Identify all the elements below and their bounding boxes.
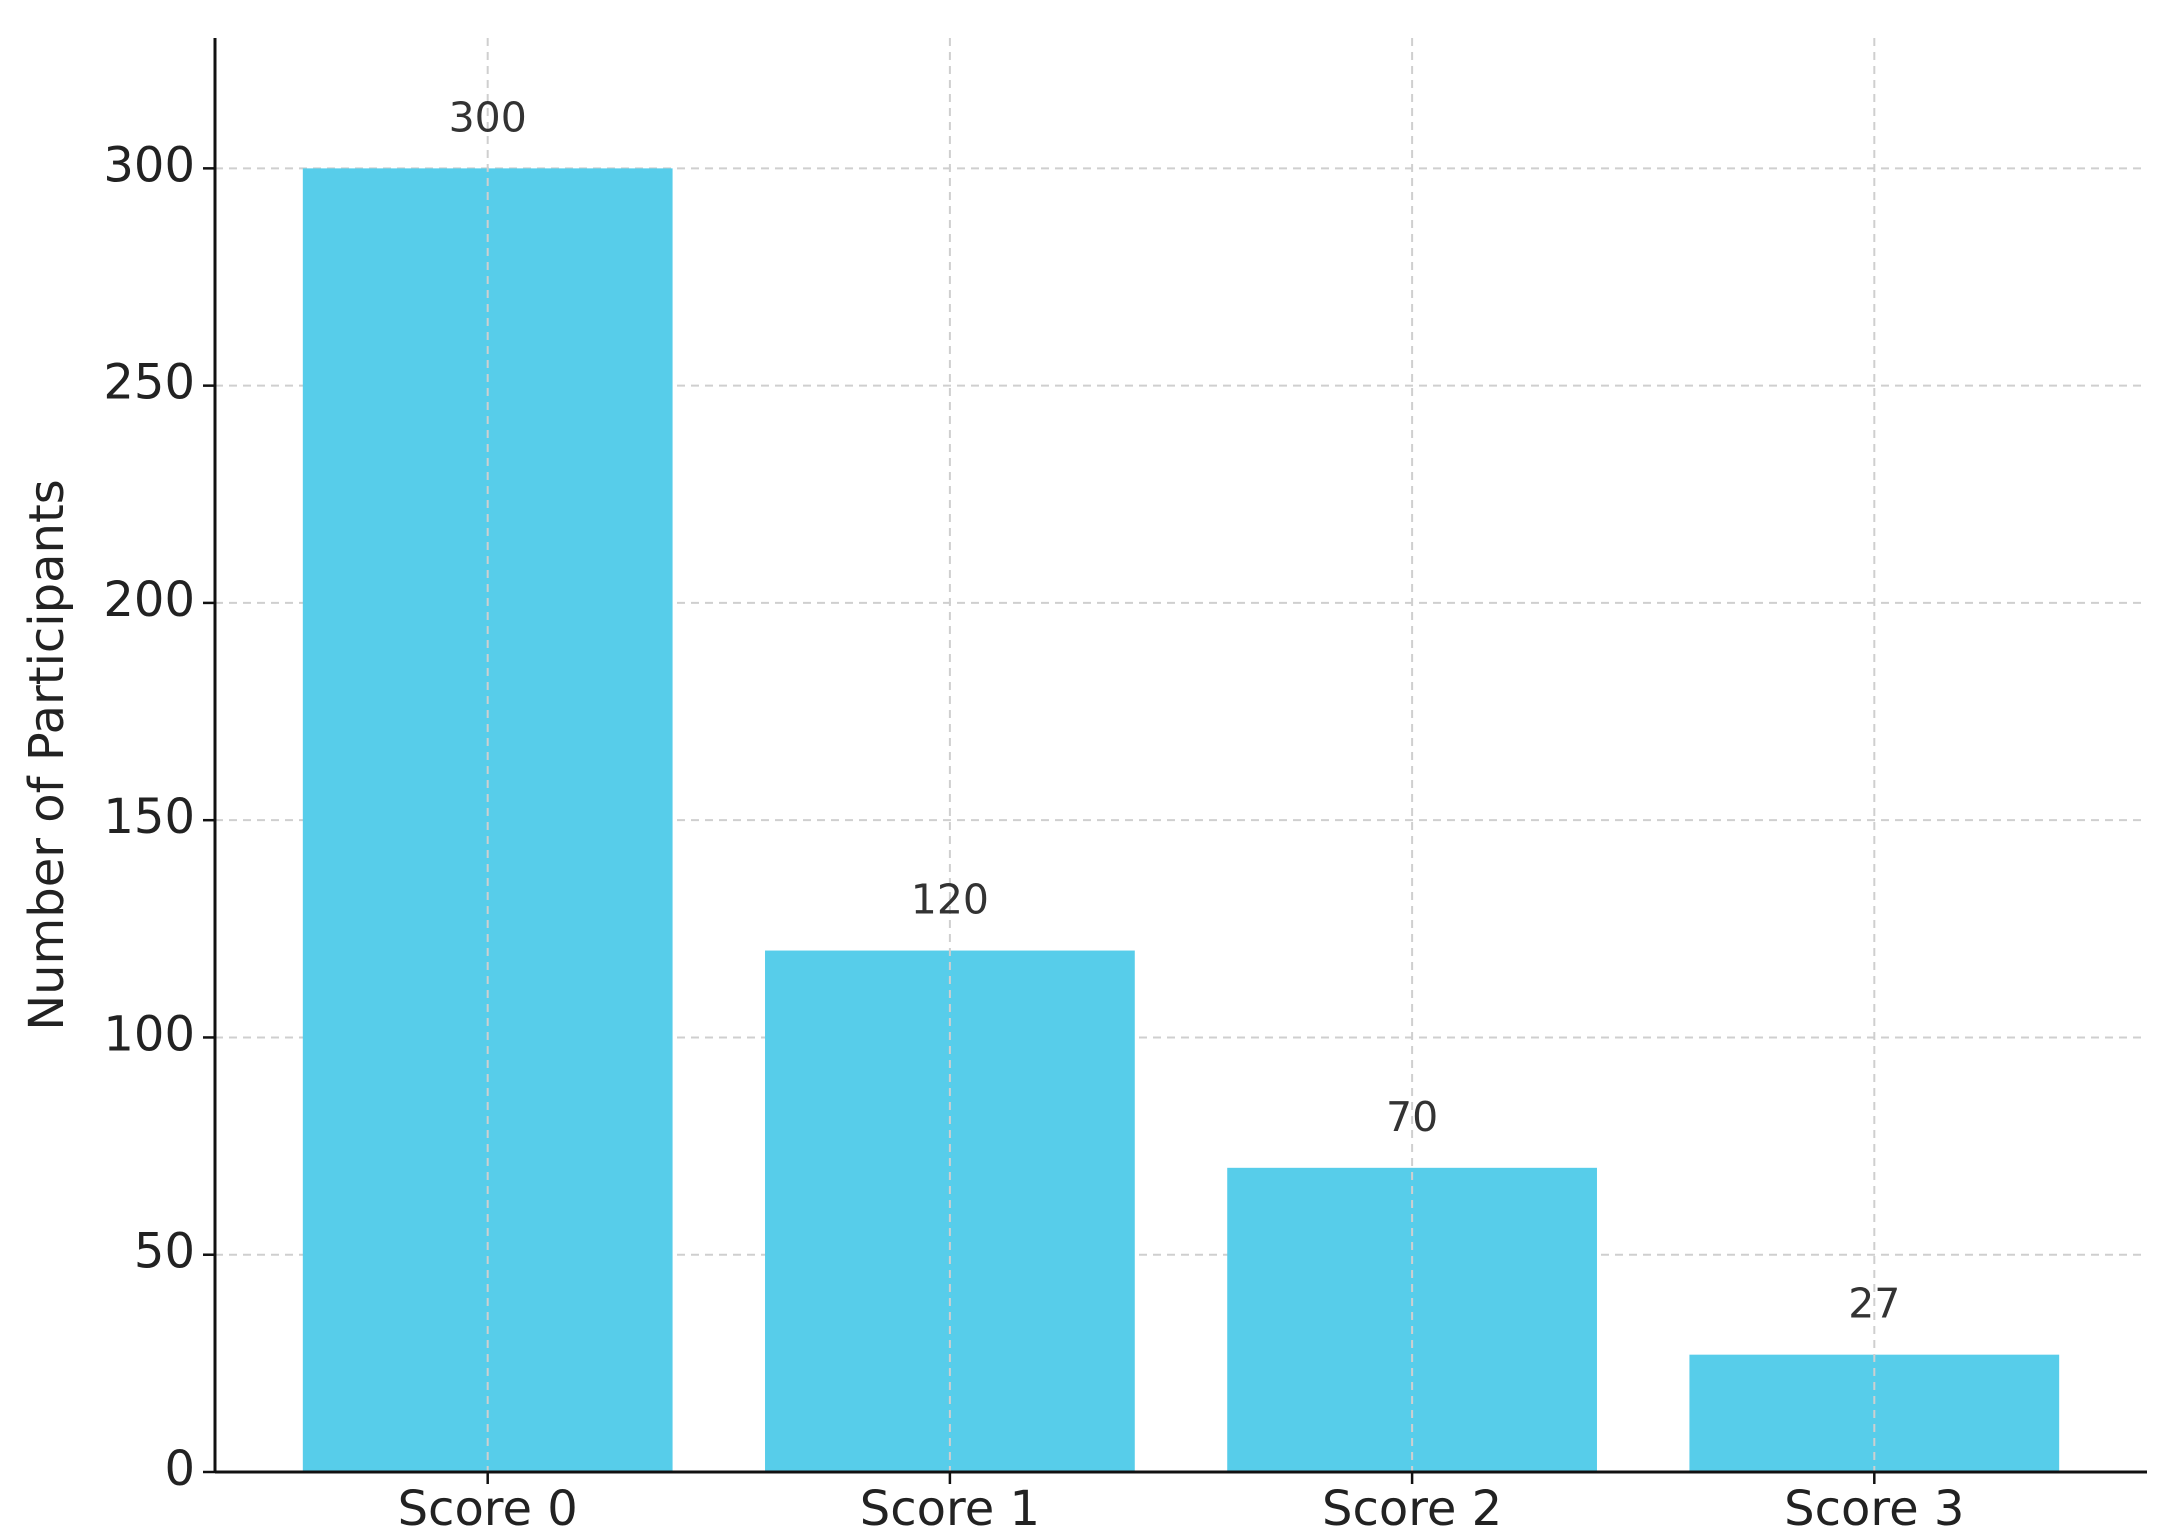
x-tick-label: Score 2: [1322, 1481, 1502, 1530]
y-tick-label: 200: [103, 572, 195, 628]
value-label: 300: [449, 93, 527, 141]
y-tick-label: 300: [103, 137, 195, 193]
x-tick-label: Score 3: [1784, 1481, 1964, 1530]
y-tick-label: 250: [103, 355, 195, 411]
bar: [765, 950, 1135, 1472]
y-tick-label: 0: [164, 1441, 195, 1497]
y-tick-label: 50: [134, 1224, 195, 1280]
value-label: 27: [1848, 1280, 1900, 1328]
value-label: 70: [1386, 1093, 1438, 1141]
x-tick-label: Score 1: [860, 1481, 1040, 1530]
y-axis-label: Number of Participants: [19, 479, 75, 1031]
y-tick-label: 150: [103, 789, 195, 845]
y-tick-label: 100: [103, 1006, 195, 1062]
x-tick-label: Score 0: [398, 1481, 578, 1530]
value-label: 120: [911, 876, 989, 924]
bar: [302, 168, 673, 1472]
